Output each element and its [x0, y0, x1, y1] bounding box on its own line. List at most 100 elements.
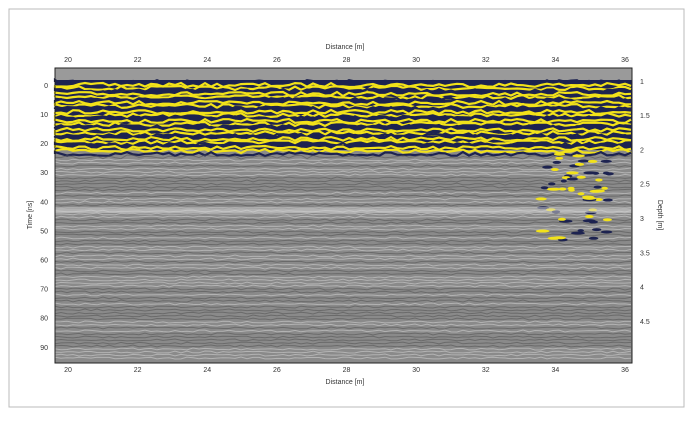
hyperbola-spot [577, 159, 590, 163]
reflection-line [54, 356, 632, 360]
reflection-line [54, 332, 632, 336]
reflection-line [54, 299, 632, 303]
reflection-line [54, 296, 632, 300]
bright-band [55, 207, 632, 213]
reflection-line [54, 239, 632, 243]
hyperbola-spot [588, 236, 599, 240]
hyperbola-spot [577, 229, 584, 233]
radargram-texture [53, 68, 632, 360]
reflection-line [54, 287, 632, 291]
hyperbola-spot [582, 219, 596, 223]
reflection-line [54, 290, 632, 294]
x-axis-title-bottom: Distance [m] [326, 379, 365, 386]
reflection-line [53, 135, 632, 143]
reflection-line [54, 200, 632, 204]
x-tick-label-bottom: 20 [64, 367, 72, 374]
reflection-line [54, 353, 632, 357]
hyperbola-spot [572, 154, 585, 158]
reflection-line [54, 114, 632, 122]
reflection-line [54, 242, 632, 246]
reflection-line [54, 278, 632, 282]
reflection-line [54, 236, 632, 240]
reflection-line [54, 269, 632, 273]
reflection-line [53, 129, 632, 137]
reflection-line [54, 347, 632, 351]
reflection-line [54, 170, 632, 174]
reflection-line [54, 161, 632, 165]
hyperbola-spot [587, 159, 598, 163]
x-tick-label-top: 34 [551, 57, 559, 64]
reflection-line [53, 111, 632, 119]
hyperbola-spot [589, 189, 603, 193]
reflection-line [54, 179, 632, 183]
reflection-line [53, 87, 632, 94]
hyperbola-spot [574, 162, 585, 166]
x-tick-label-top: 24 [203, 57, 211, 64]
reflection-line [53, 144, 632, 152]
reflection-line [53, 96, 632, 104]
y2-tick-label: 2.5 [640, 182, 650, 189]
reflection-line [54, 320, 632, 324]
hyperbola-spot [576, 175, 586, 179]
reflection-line [54, 338, 632, 342]
x-tick-label-bottom: 32 [482, 367, 490, 374]
hyperbola-spot [583, 196, 596, 200]
hyperbola-spot [558, 187, 567, 191]
x-tick-label-top: 28 [343, 57, 351, 64]
hyperbola-spot [577, 192, 585, 196]
hyperbola-spot [555, 156, 564, 160]
reflection-line [54, 317, 631, 321]
reflection-line [54, 254, 632, 258]
reflection-line [54, 248, 632, 252]
reflection-line [54, 182, 632, 186]
y-tick-label: 60 [40, 258, 48, 265]
y-tick-label: 0 [44, 83, 48, 90]
y2-tick-label: 4.5 [640, 319, 650, 326]
y2-tick-label: 1.5 [640, 113, 650, 120]
reflection-line [54, 245, 631, 249]
y2-axis-title: Depth [m] [656, 200, 663, 230]
y-tick-label: 50 [40, 228, 48, 235]
x-tick-label-top: 36 [621, 57, 629, 64]
reflection-line [54, 154, 632, 160]
reflection-line [53, 93, 632, 101]
reflection-line [54, 212, 632, 216]
hyperbola-spot [605, 172, 614, 176]
hyperbola-spot [566, 171, 579, 175]
hyperbola-spot [553, 152, 566, 156]
x-tick-label-top: 22 [134, 57, 142, 64]
reflection-line [53, 150, 632, 158]
hyperbola-spot [583, 171, 598, 175]
y-tick-label: 10 [40, 112, 48, 119]
reflection-line [54, 251, 632, 255]
reflection-line [54, 326, 632, 330]
y2-tick-label: 1 [640, 79, 644, 86]
reflection-line [54, 281, 632, 285]
y2-tick-label: 2 [640, 147, 644, 154]
reflection-line [53, 147, 632, 155]
x-tick-label-bottom: 22 [134, 367, 142, 374]
reflection-line [54, 224, 632, 228]
reflection-line [54, 308, 632, 312]
hyperbola-spot [594, 198, 603, 202]
reflection-line [54, 344, 632, 348]
reflection-line [54, 302, 632, 306]
reflection-line [54, 158, 632, 162]
reflection-line [54, 203, 632, 207]
hyperbola-spot [535, 229, 550, 233]
reflection-line [54, 230, 632, 234]
hyperbola-spot [550, 168, 559, 172]
reflection-line [54, 275, 632, 279]
y-axis-title: Time [ns] [27, 201, 34, 230]
x-tick-label-bottom: 34 [551, 367, 559, 374]
x-tick-label-bottom: 36 [621, 367, 629, 374]
y2-tick-label: 3.5 [640, 250, 650, 257]
reflection-line [54, 341, 632, 345]
reflection-line [54, 293, 632, 297]
reflection-line [54, 311, 632, 315]
y2-tick-label: 3 [640, 216, 644, 223]
reflection-line [54, 188, 632, 192]
x-tick-label-bottom: 30 [412, 367, 420, 374]
reflection-line [54, 218, 632, 222]
